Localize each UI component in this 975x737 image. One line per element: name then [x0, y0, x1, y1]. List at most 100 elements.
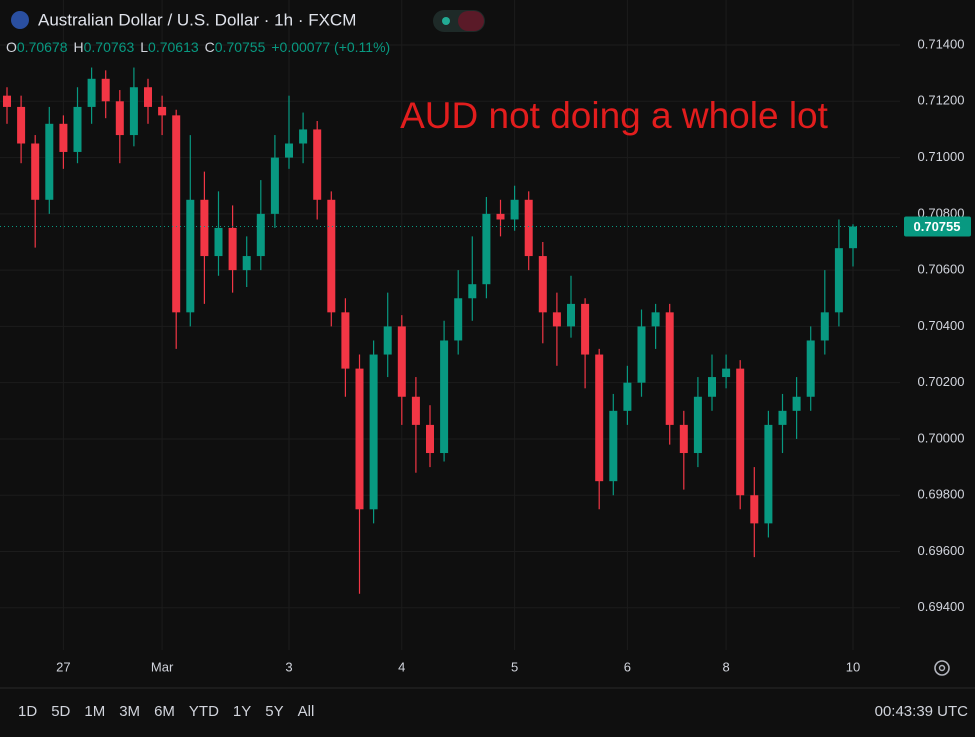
candle-body: [778, 410, 787, 425]
candle-body: [538, 256, 547, 313]
y-tick-label: 0.71400: [918, 36, 965, 51]
chart-title: Australian Dollar / U.S. Dollar · 1h · F…: [38, 10, 356, 29]
flag-icon: [11, 11, 29, 29]
range-button[interactable]: 1M: [84, 703, 105, 720]
candle-body: [172, 115, 181, 313]
candle-body: [679, 424, 688, 454]
candle-body: [524, 199, 533, 257]
range-button[interactable]: YTD: [189, 703, 219, 720]
status-badge: [458, 11, 484, 31]
candle-body: [369, 354, 378, 510]
candle-body: [567, 303, 575, 327]
candle-body: [623, 382, 632, 411]
settings-icon-center: [938, 664, 946, 672]
price-change: +0.00077 (+0.11%): [271, 39, 390, 55]
candles: [3, 67, 857, 594]
ohlc-value: 0.70678: [17, 39, 68, 55]
y-tick-label: 0.71000: [918, 149, 965, 164]
candle-body: [764, 424, 773, 524]
candle-body: [313, 129, 322, 200]
status-dot: [442, 17, 450, 25]
y-tick-label: 0.70000: [918, 430, 965, 445]
candle-body: [750, 495, 759, 524]
candle-body: [595, 354, 604, 482]
range-button[interactable]: 5D: [51, 703, 70, 720]
candle-body: [341, 312, 350, 369]
candle-body: [383, 326, 392, 355]
last-price-label: 0.70755: [914, 219, 961, 234]
candle-body: [299, 129, 308, 144]
candle-body: [411, 396, 420, 425]
candle-body: [496, 213, 505, 220]
y-tick-label: 0.70600: [918, 262, 965, 277]
candle-body: [101, 78, 110, 102]
range-button[interactable]: 1D: [18, 703, 37, 720]
candle-body: [115, 101, 124, 136]
candle-body: [397, 326, 406, 397]
y-tick-label: 0.69600: [918, 543, 965, 558]
x-tick-label: 27: [56, 659, 70, 674]
candle-body: [426, 424, 434, 454]
candle-body: [820, 312, 829, 341]
candle-body: [228, 227, 237, 271]
range-button[interactable]: 3M: [119, 703, 140, 720]
candle-body: [834, 248, 843, 313]
candle-body: [482, 213, 491, 285]
ohlc-key: C: [205, 39, 215, 55]
clock: 00:43:39 UTC: [875, 703, 969, 720]
candle-body: [849, 226, 857, 249]
candle-body: [651, 312, 660, 327]
y-tick-label: 0.69800: [918, 487, 965, 502]
candle-body: [665, 312, 674, 425]
candle-body: [637, 326, 646, 383]
x-tick-label: 10: [846, 659, 860, 674]
candle-body: [200, 199, 209, 257]
candle-body: [87, 78, 96, 107]
x-tick-label: 5: [511, 659, 518, 674]
candle-body: [510, 199, 519, 220]
candle-body: [73, 106, 82, 152]
range-button[interactable]: 6M: [154, 703, 175, 720]
candle-body: [792, 396, 801, 411]
candle-body: [186, 199, 195, 313]
last-price-tag: [904, 216, 971, 237]
range-button[interactable]: 1Y: [233, 703, 251, 720]
x-tick-label: 8: [722, 659, 729, 674]
candle-body: [45, 123, 54, 200]
candle-body: [256, 213, 265, 257]
y-tick-label: 0.71200: [918, 93, 965, 108]
candle-body: [454, 298, 463, 341]
range-button[interactable]: 5Y: [265, 703, 283, 720]
annotation: AUD not doing a whole lot: [400, 95, 829, 136]
candle-body: [708, 377, 716, 397]
x-tick-label: 4: [398, 659, 405, 674]
x-tick-label: Mar: [151, 659, 174, 674]
candle-body: [327, 199, 336, 313]
candle-body: [736, 368, 745, 496]
candle-body: [129, 87, 138, 136]
candle-body: [552, 312, 561, 327]
candle-body: [581, 303, 590, 355]
ohlc-key: O: [6, 39, 17, 55]
y-tick-label: 0.70400: [918, 318, 965, 333]
candle-body: [806, 340, 815, 397]
ohlc-value: 0.70763: [84, 39, 135, 55]
y-tick-label: 0.70200: [918, 374, 965, 389]
ohlc-value: 0.70755: [215, 39, 266, 55]
ohlc-key: H: [74, 39, 84, 55]
candle-body: [285, 143, 293, 158]
ohlc-value: 0.70613: [148, 39, 199, 55]
candle-body: [722, 368, 731, 378]
ohlc-key: L: [140, 39, 148, 55]
candle-body: [693, 396, 702, 454]
candle-body: [214, 227, 223, 257]
x-tick-label: 3: [285, 659, 292, 674]
candle-body: [440, 340, 449, 454]
candle-body: [17, 106, 26, 144]
settings-icon[interactable]: [934, 660, 950, 676]
candle-body: [242, 256, 251, 271]
candle-body: [158, 106, 167, 116]
range-button[interactable]: All: [298, 703, 315, 720]
